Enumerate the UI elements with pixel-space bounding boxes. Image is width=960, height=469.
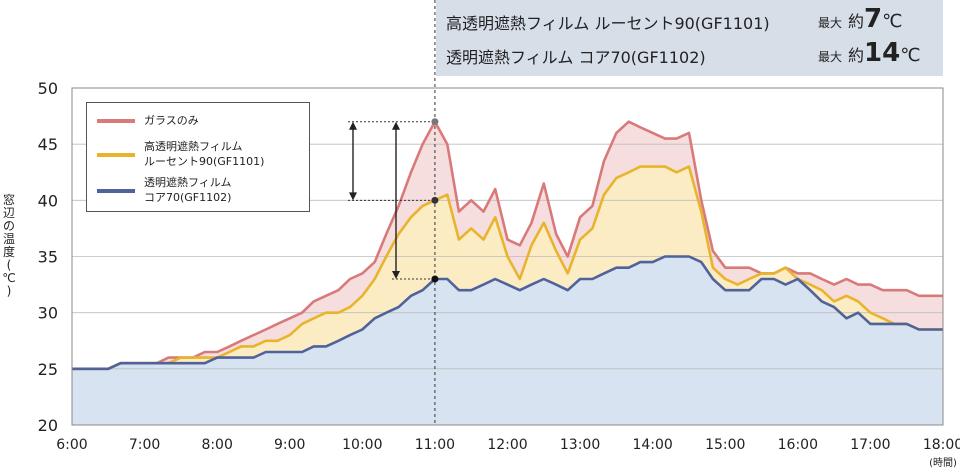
y-tick-label: 40 <box>38 191 58 210</box>
y-tick-label: 35 <box>38 248 58 267</box>
y-axis-label-char: の <box>2 219 15 233</box>
x-tick-label: 17:00 <box>850 437 890 453</box>
y-tick-label: 45 <box>38 135 58 154</box>
plot-border <box>71 87 944 426</box>
legend-swatch-core70 <box>97 189 135 193</box>
chart-legend: ガラスのみ 高透明遮熱フィルム ルーセント90(GF1101) 透明遮熱フィルム… <box>86 102 310 212</box>
core70-approx: 約 <box>848 46 865 65</box>
y-tick-label: 50 <box>38 79 58 98</box>
x-tick-label: 13:00 <box>560 437 600 453</box>
core70-max-value: 14 <box>864 38 901 68</box>
x-tick-label: 14:00 <box>632 437 672 453</box>
reference-point-glass <box>431 118 439 126</box>
legend-label-lucent90-line1: 高透明遮熱フィルム <box>144 140 243 153</box>
y-axis-label: 窓 辺 の 温 度 ( ℃ ) <box>2 194 16 298</box>
core70-label: 透明遮熱フィルム コア70(GF1102) <box>446 48 706 67</box>
y-tick-label: 20 <box>38 416 58 435</box>
x-tick-label: 10:00 <box>342 437 382 453</box>
lucent90-max-unit: ℃ <box>882 11 903 32</box>
legend-swatch-lucent90 <box>97 153 135 157</box>
legend-label-lucent90-line2: ルーセント90(GF1101) <box>144 155 265 168</box>
core70-max-unit: ℃ <box>900 45 921 66</box>
difference-arrow-lucent90-head-bottom <box>349 192 357 201</box>
y-axis-label-char: 度 <box>2 245 15 259</box>
series-area-core70 <box>72 256 943 425</box>
lucent90-max-prefix: 最大 <box>818 16 843 30</box>
x-tick-label: 9:00 <box>274 437 305 453</box>
x-tick-label: 12:00 <box>487 437 527 453</box>
y-tick-label: 30 <box>38 304 58 323</box>
y-tick-label: 25 <box>38 360 58 379</box>
x-tick-label: 8:00 <box>201 437 232 453</box>
x-tick-label: 16:00 <box>778 437 818 453</box>
difference-arrow-lucent90-head-top <box>349 121 357 130</box>
lucent90-max: 最大 約7℃ <box>818 4 902 34</box>
core70-max-prefix: 最大 <box>818 50 843 64</box>
core70-max: 最大 約14℃ <box>818 38 920 68</box>
y-axis-label-char: ℃ <box>2 271 16 285</box>
legend-label-glass: ガラスのみ <box>144 114 199 127</box>
reference-point-lucent90 <box>431 196 439 204</box>
x-tick-label: 6:00 <box>56 437 87 453</box>
series-line-glass <box>72 120 943 371</box>
lucent90-approx: 約 <box>848 12 865 31</box>
x-tick-label: 7:00 <box>129 437 160 453</box>
x-tick-label: 18:00 <box>923 437 960 453</box>
x-tick-label: 15:00 <box>705 437 745 453</box>
y-axis-label-char: ) <box>6 284 12 298</box>
x-axis-unit: (時間) <box>929 457 957 469</box>
legend-label-core70-line1: 透明遮熱フィルム <box>144 176 232 189</box>
difference-arrow-core70-head-bottom <box>392 270 400 279</box>
difference-arrow-core70-head-top <box>392 121 400 130</box>
y-axis-label-char: 窓 <box>2 193 15 207</box>
series-line-core70 <box>72 255 943 371</box>
y-axis-label-char: 温 <box>2 232 15 246</box>
legend-label-core70-line2: コア70(GF1102) <box>144 191 232 204</box>
x-tick-label: 11:00 <box>415 437 455 453</box>
y-axis-label-char: ( <box>6 258 12 272</box>
legend-swatch-glass <box>97 119 135 123</box>
lucent90-max-value: 7 <box>864 4 883 34</box>
max-difference-box: 高透明遮熱フィルム ルーセント90(GF1101) 最大 約7℃ 透明遮熱フィルム… <box>436 0 943 76</box>
reference-point-core70 <box>431 275 439 283</box>
lucent90-label: 高透明遮熱フィルム ルーセント90(GF1101) <box>446 14 770 33</box>
y-axis-label-char: 辺 <box>2 206 15 220</box>
